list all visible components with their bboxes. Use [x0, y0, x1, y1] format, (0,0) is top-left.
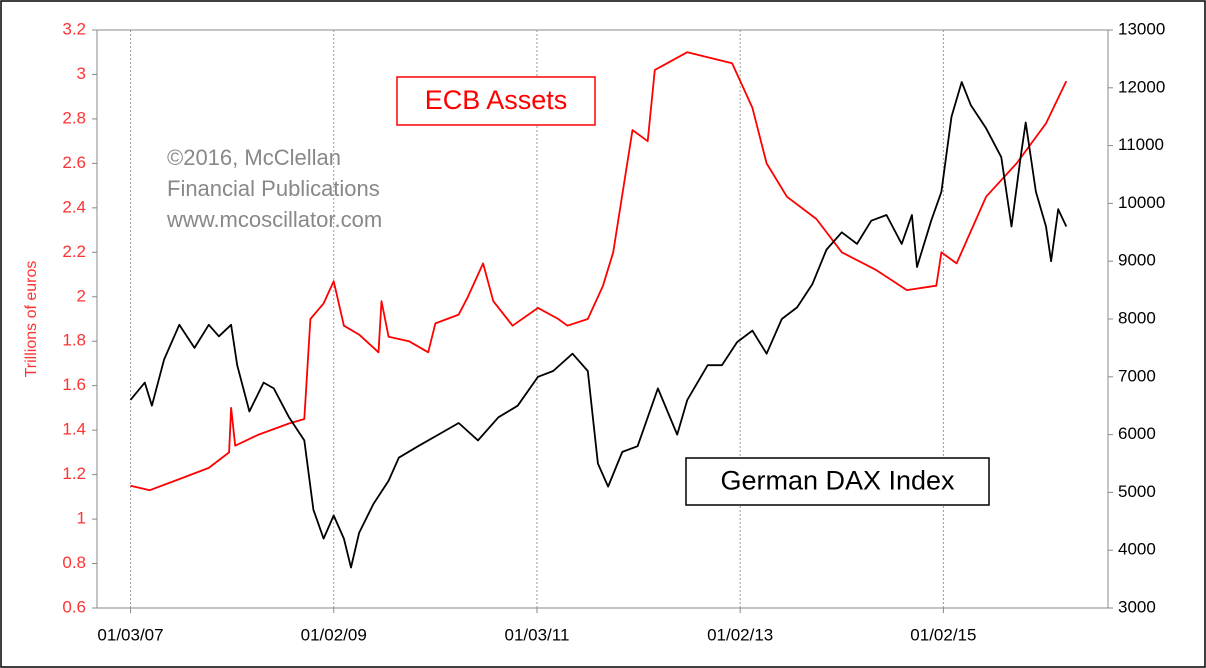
y2-tick-label: 9000: [1118, 251, 1156, 270]
y-axis-label: Trillions of euros: [23, 261, 40, 378]
x-tick-label: 01/03/07: [97, 625, 163, 644]
y-tick-label: 1.4: [62, 420, 86, 439]
legend-label: ECB Assets: [425, 85, 568, 115]
y-tick-label: 2: [77, 286, 86, 305]
y-tick-label: 1.6: [62, 375, 86, 394]
y-tick-label: 3: [77, 64, 86, 83]
x-tick-label: 01/03/11: [505, 625, 570, 644]
y2-tick-label: 5000: [1118, 482, 1156, 501]
y2-tick-label: 10000: [1118, 193, 1165, 212]
y-tick-label: 1: [77, 509, 86, 528]
annotation: Financial Publications: [167, 176, 380, 201]
y-tick-label: 2.2: [62, 242, 86, 261]
y-tick-label: 1.2: [62, 464, 86, 483]
series-line: [129, 81, 1068, 569]
y-tick-label: 2.8: [62, 108, 86, 127]
y2-tick-label: 8000: [1118, 308, 1156, 327]
legend-box: [685, 457, 990, 506]
y-tick-label: 3.2: [62, 19, 86, 38]
y2-tick-label: 6000: [1118, 424, 1156, 443]
y-tick-label: 2.6: [62, 153, 86, 172]
y2-tick-label: 13000: [1118, 19, 1165, 38]
y2-tick-label: 3000: [1118, 597, 1156, 616]
y-tick-label: 0.6: [62, 597, 86, 616]
y2-tick-label: 12000: [1118, 77, 1165, 96]
annotation: www.mcoscillator.com: [166, 207, 382, 232]
x-tick-label: 01/02/15: [910, 625, 976, 644]
legend-box: [396, 76, 596, 126]
y2-tick-label: 11000: [1118, 135, 1164, 154]
x-tick-label: 01/02/09: [301, 625, 367, 644]
y-tick-label: 0.8: [62, 553, 86, 572]
y2-tick-label: 4000: [1118, 540, 1156, 559]
annotation: ©2016, McClellan: [167, 145, 341, 170]
y-tick-label: 2.4: [62, 197, 86, 216]
y2-tick-label: 7000: [1118, 366, 1156, 385]
y-tick-label: 1.8: [62, 331, 86, 350]
series-line: [130, 51, 1068, 492]
x-tick-label: 01/02/13: [707, 625, 773, 644]
legend-label: German DAX Index: [720, 466, 955, 496]
